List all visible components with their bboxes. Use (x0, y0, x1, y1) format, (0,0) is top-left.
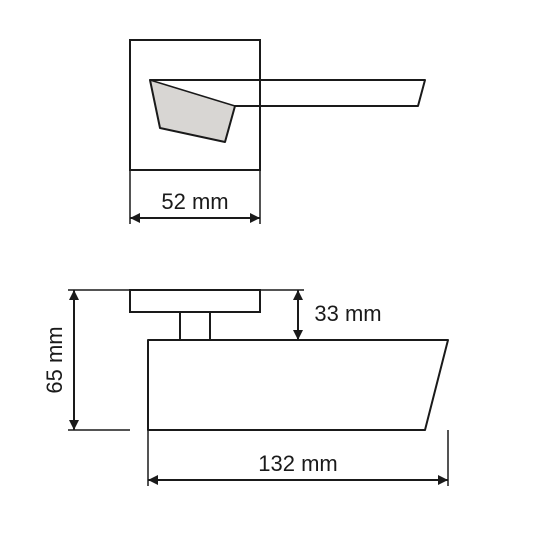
dim-132mm-label: 132 mm (258, 451, 337, 476)
top-view-shade (150, 80, 235, 142)
side-view-lever (148, 340, 448, 430)
side-view-neck (180, 312, 210, 340)
side-view-plate (130, 290, 260, 312)
dim-65mm-label: 65 mm (42, 326, 67, 393)
dim-52mm-label: 52 mm (161, 189, 228, 214)
dim-33mm-label: 33 mm (314, 301, 381, 326)
